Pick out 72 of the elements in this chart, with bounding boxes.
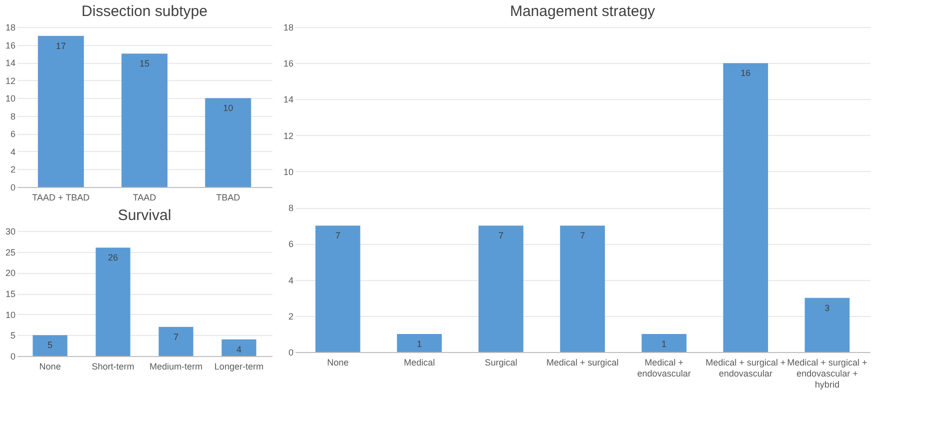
chart-title: Survival (118, 207, 172, 224)
data-label: 26 (108, 252, 118, 263)
y-tick-label: 6 (288, 239, 294, 250)
y-tick-label: 16 (5, 40, 16, 50)
y-tick-label: 30 (5, 226, 16, 236)
bar (122, 54, 168, 187)
y-tick-label: 0 (10, 352, 16, 362)
x-tick-label: Longer-term (214, 362, 264, 372)
data-label: 7 (498, 230, 504, 241)
y-tick-label: 4 (288, 275, 294, 286)
y-tick-label: 18 (283, 22, 294, 32)
data-label: 5 (48, 340, 53, 350)
y-tick-label: 8 (10, 111, 16, 122)
data-label: 7 (173, 332, 178, 342)
y-tick-label: 18 (5, 22, 16, 32)
chart-title: Dissection subtype (82, 3, 208, 20)
bar (96, 248, 130, 356)
y-tick-label: 8 (288, 203, 294, 214)
bar (642, 334, 686, 352)
bar (32, 335, 68, 356)
y-tick-label: 16 (283, 58, 294, 69)
x-tick-label: Medium-term (149, 362, 202, 372)
bar (396, 334, 442, 352)
chart-title: Management strategy (510, 3, 656, 20)
y-tick-label: 14 (283, 94, 294, 105)
y-tick-label: 10 (5, 94, 16, 104)
bar (560, 226, 605, 352)
x-tick-label: Medical + surgical + endovascular (706, 358, 786, 378)
x-tick-label: Surgical (484, 358, 518, 368)
data-label: 15 (139, 58, 150, 69)
bar (723, 63, 768, 352)
y-tick-label: 10 (283, 166, 294, 177)
y-tick-label: 0 (10, 182, 16, 192)
data-label: 7 (580, 230, 586, 241)
data-label: 17 (56, 40, 66, 51)
y-tick-label: 2 (288, 311, 294, 322)
bar (38, 36, 84, 187)
data-label: 1 (416, 338, 422, 349)
y-tick-label: 2 (10, 164, 16, 175)
y-tick-label: 14 (5, 58, 16, 68)
data-label: 16 (740, 68, 751, 78)
y-tick-label: 12 (283, 130, 294, 141)
y-tick-label: 5 (10, 330, 16, 341)
bar (478, 226, 524, 352)
bar (158, 326, 194, 356)
x-tick-label: Medical + endovascular (637, 358, 691, 378)
y-tick-label: 0 (288, 348, 294, 358)
bar (222, 339, 256, 356)
x-tick-label: Medical + surgical (546, 358, 619, 368)
data-label: 4 (236, 344, 242, 354)
y-tick-label: 12 (5, 76, 16, 86)
x-tick-label: Medical + surgical + endovascular + hybrid (787, 358, 868, 390)
data-label: 10 (223, 103, 234, 114)
y-tick-label: 25 (5, 247, 16, 258)
x-tick-label: None (327, 358, 349, 368)
x-tick-label: TAAD (132, 192, 157, 202)
x-tick-label: TBAD (216, 192, 241, 202)
y-tick-label: 4 (10, 146, 16, 157)
x-tick-label: TAAD + TBAD (32, 192, 90, 202)
y-tick-label: 6 (10, 129, 16, 140)
bar (205, 98, 252, 187)
data-label: 7 (335, 230, 340, 241)
x-tick-label: None (39, 362, 61, 372)
y-tick-label: 15 (5, 289, 16, 299)
x-tick-label: Short-term (92, 362, 134, 372)
y-tick-label: 20 (5, 268, 16, 278)
data-label: 1 (662, 338, 667, 349)
y-tick-label: 10 (5, 310, 16, 320)
x-tick-label: Medical (404, 358, 435, 368)
bar (315, 226, 360, 352)
data-label: 3 (824, 302, 830, 313)
bar (804, 298, 850, 352)
